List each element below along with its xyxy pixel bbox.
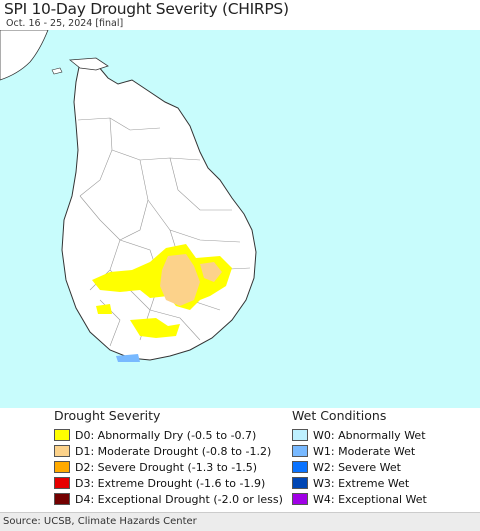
map-title: SPI 10-Day Drought Severity (CHIRPS) xyxy=(4,0,289,18)
drought-legend: Drought Severity D0: Abnormally Dry (-0.… xyxy=(54,408,283,507)
legend-item-d3: D3: Extreme Drought (-1.6 to -1.9) xyxy=(54,475,283,491)
swatch-w0 xyxy=(292,429,308,441)
swatch-w4 xyxy=(292,493,308,505)
swatch-d0 xyxy=(54,429,70,441)
footer-bar: Source: UCSB, Climate Hazards Center xyxy=(0,512,480,531)
india-coast xyxy=(0,30,49,81)
district-boundaries xyxy=(77,117,251,347)
legend-item-d4: D4: Exceptional Drought (-2.0 or less) xyxy=(54,491,283,507)
legend-label-d3: D3: Extreme Drought (-1.6 to -1.9) xyxy=(75,476,266,490)
legend-label-d4: D4: Exceptional Drought (-2.0 or less) xyxy=(75,492,283,506)
swatch-d3 xyxy=(54,477,70,489)
map-subtitle: Oct. 16 - 25, 2024 [final] xyxy=(6,18,124,29)
swatch-w2 xyxy=(292,461,308,473)
legend-item-w1: W1: Moderate Wet xyxy=(292,443,427,459)
wet-legend: Wet Conditions W0: Abnormally Wet W1: Mo… xyxy=(292,408,427,507)
wet-legend-heading: Wet Conditions xyxy=(292,408,387,423)
legend-label-w3: W3: Extreme Wet xyxy=(313,476,410,490)
legend-label-w4: W4: Exceptional Wet xyxy=(313,492,427,506)
swatch-w3 xyxy=(292,477,308,489)
legend-item-w4: W4: Exceptional Wet xyxy=(292,491,427,507)
swatch-d4 xyxy=(54,493,70,505)
drought-map xyxy=(0,30,480,408)
swatch-w1 xyxy=(292,445,308,457)
legend-item-w2: W2: Severe Wet xyxy=(292,459,427,475)
legend-label-w2: W2: Severe Wet xyxy=(313,460,401,474)
swatch-d1 xyxy=(54,445,70,457)
legend-label-w0: W0: Abnormally Wet xyxy=(313,428,426,442)
drought-patches xyxy=(92,244,232,338)
legend-item-w0: W0: Abnormally Wet xyxy=(292,427,427,443)
jaffna-peninsula xyxy=(68,57,109,71)
swatch-d2 xyxy=(54,461,70,473)
legend-label-w1: W1: Moderate Wet xyxy=(313,444,416,458)
legend-item-w3: W3: Extreme Wet xyxy=(292,475,427,491)
legend-label-d2: D2: Severe Drought (-1.3 to -1.5) xyxy=(75,460,258,474)
legend-label-d1: D1: Moderate Drought (-0.8 to -1.2) xyxy=(75,444,272,458)
drought-legend-heading: Drought Severity xyxy=(54,408,161,423)
source-credit: Source: UCSB, Climate Hazards Center xyxy=(3,516,197,527)
legend-label-d0: D0: Abnormally Dry (-0.5 to -0.7) xyxy=(75,428,257,442)
legend-item-d1: D1: Moderate Drought (-0.8 to -1.2) xyxy=(54,443,283,459)
legend-item-d0: D0: Abnormally Dry (-0.5 to -0.7) xyxy=(54,427,283,443)
wet-patch xyxy=(116,354,140,362)
legend-item-d2: D2: Severe Drought (-1.3 to -1.5) xyxy=(54,459,283,475)
